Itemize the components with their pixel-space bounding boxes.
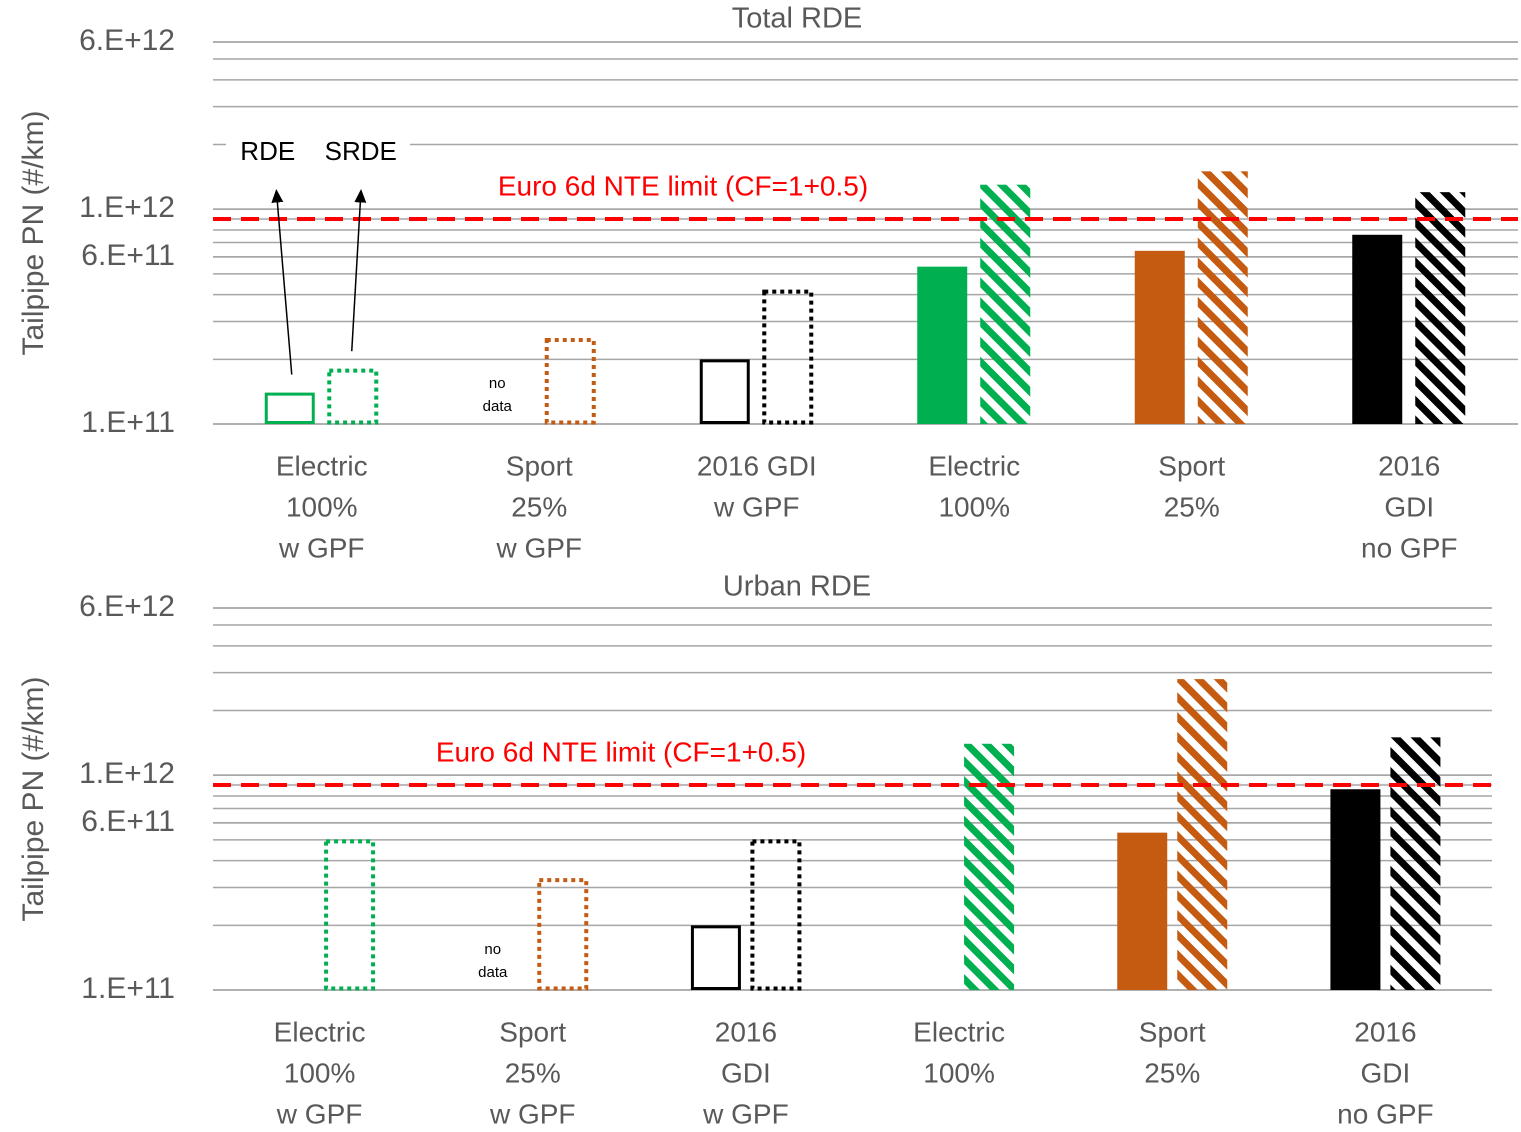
bar: [544, 338, 596, 425]
x-tick-label: GDI: [721, 1057, 771, 1088]
y-tick-label: 6.E+11: [81, 805, 175, 838]
x-tick-label: Electric: [928, 450, 1020, 481]
legend-label: SRDE: [325, 136, 397, 166]
x-tick-label: 25%: [1144, 1057, 1200, 1088]
x-tick-label: w GPF: [495, 532, 582, 563]
x-tick-label: w GPF: [276, 1098, 363, 1129]
bar: [1330, 789, 1381, 990]
x-tick-label: 100%: [923, 1057, 995, 1088]
x-tick-label: 25%: [505, 1057, 561, 1088]
legend-arrow: [271, 189, 293, 375]
x-tick-label: Electric: [913, 1016, 1005, 1047]
x-tick-label: Sport: [1139, 1016, 1206, 1047]
bar: [964, 743, 1015, 990]
annotation: data: [478, 964, 508, 981]
x-tick-label: Sport: [1158, 450, 1225, 481]
bar: [699, 359, 750, 425]
y-tick-label: 6.E+12: [79, 24, 175, 57]
bar: [750, 839, 802, 991]
x-tick-label: 2016: [1354, 1016, 1416, 1047]
bar: [1117, 832, 1168, 990]
x-tick-label: 100%: [284, 1057, 356, 1088]
x-tick-label: w GPF: [489, 1098, 576, 1129]
x-tick-label: 25%: [511, 491, 567, 522]
y-tick-label: 6.E+11: [81, 239, 175, 272]
annotation: data: [483, 398, 513, 415]
x-tick-label: 100%: [938, 491, 1010, 522]
annotation: no: [484, 941, 501, 958]
legend-label: RDE: [240, 136, 295, 166]
x-tick-label: GDI: [1384, 491, 1434, 522]
x-tick-label: Electric: [276, 450, 368, 481]
legend-arrow: [351, 189, 367, 352]
bar: [1352, 234, 1403, 424]
limit-label: Euro 6d NTE limit (CF=1+0.5): [436, 736, 806, 767]
limit-label: Euro 6d NTE limit (CF=1+0.5): [498, 170, 868, 201]
y-axis-label: Tailpipe PN (#/km): [17, 676, 50, 921]
y-tick-label: 1.E+12: [79, 191, 175, 224]
y-tick-label: 1.E+11: [81, 406, 175, 439]
legend-bg: [226, 130, 410, 175]
bar: [1177, 679, 1228, 990]
bar: [264, 392, 315, 424]
bar: [327, 368, 379, 425]
x-tick-label: w GPF: [702, 1098, 789, 1129]
x-tick-label: 2016 GDI: [697, 450, 817, 481]
bar: [917, 266, 968, 424]
bar: [537, 878, 589, 991]
bar: [1390, 737, 1441, 990]
limit-label-bg: [416, 737, 826, 774]
x-tick-label: no GPF: [1361, 532, 1457, 563]
bar: [1134, 250, 1185, 424]
limit-label-bg: [478, 171, 888, 208]
x-tick-label: w GPF: [278, 532, 365, 563]
x-tick-label: GDI: [1361, 1057, 1411, 1088]
chart-title: Urban RDE: [723, 571, 871, 603]
y-axis-label: Tailpipe PN (#/km): [17, 110, 50, 355]
x-tick-label: w GPF: [713, 491, 800, 522]
chart-title: Total RDE: [732, 3, 863, 35]
x-tick-label: Sport: [499, 1016, 566, 1047]
x-tick-label: no GPF: [1337, 1098, 1433, 1129]
bar: [762, 289, 814, 425]
annotation: no: [489, 375, 506, 392]
x-tick-label: Sport: [506, 450, 573, 481]
x-tick-label: Electric: [274, 1016, 366, 1047]
bar: [1197, 171, 1248, 424]
bar: [690, 925, 741, 991]
y-tick-label: 1.E+12: [79, 757, 175, 790]
bar: [1415, 192, 1466, 424]
x-tick-label: 2016: [1378, 450, 1440, 481]
y-tick-label: 1.E+11: [81, 972, 175, 1005]
y-tick-label: 6.E+12: [79, 590, 175, 623]
x-tick-label: 2016: [715, 1016, 777, 1047]
x-tick-label: 25%: [1164, 491, 1220, 522]
bar: [980, 184, 1031, 424]
x-tick-label: 100%: [286, 491, 358, 522]
bar: [324, 839, 376, 991]
